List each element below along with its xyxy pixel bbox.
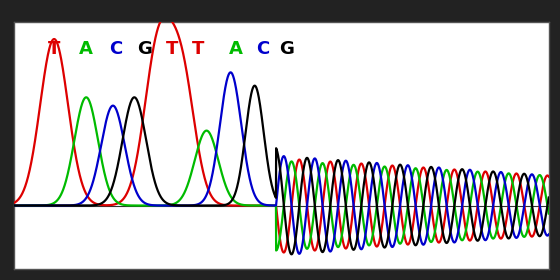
Text: C: C <box>109 40 122 58</box>
Text: A: A <box>80 40 93 58</box>
Text: A: A <box>229 40 243 58</box>
Text: G: G <box>279 40 294 58</box>
Text: C: C <box>256 40 269 58</box>
Text: T: T <box>166 40 178 58</box>
Text: G: G <box>138 40 152 58</box>
Text: T: T <box>192 40 205 58</box>
Text: T: T <box>48 40 60 58</box>
